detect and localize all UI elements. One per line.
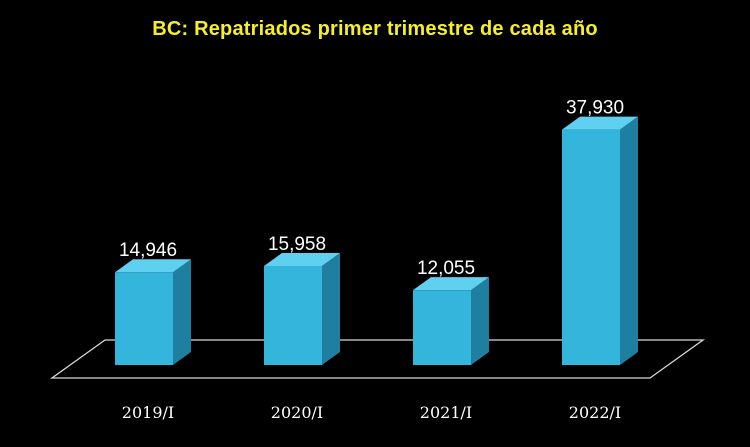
bar-2021/I: [413, 290, 471, 365]
bar-side-2021/I: [471, 277, 489, 365]
bar-2019/I: [115, 272, 173, 365]
x-tick-label-2019/I: 2019/I: [122, 403, 174, 422]
bar-top-2022/I: [562, 116, 638, 130]
bar-2022/I: [562, 129, 620, 365]
data-label-2021/I: 12,055: [417, 258, 475, 279]
bar-2020/I: [264, 265, 322, 365]
bar-top-2021/I: [413, 277, 489, 291]
data-label-2020/I: 15,958: [268, 234, 326, 255]
bar-top-2019/I: [115, 259, 191, 273]
bar-side-2022/I: [620, 116, 638, 365]
x-tick-label-2022/I: 2022/I: [569, 403, 621, 422]
chart-floor: [49, 339, 706, 379]
x-tick-label-2020/I: 2020/I: [271, 403, 323, 422]
bar-side-2020/I: [322, 252, 340, 365]
bar-side-2019/I: [173, 259, 191, 365]
chart-title: BC: Repatriados primer trimestre de cada…: [152, 18, 598, 40]
data-label-2019/I: 14,946: [119, 240, 177, 261]
bar-top-2020/I: [264, 252, 340, 266]
data-label-2022/I: 37,930: [566, 98, 624, 119]
x-tick-label-2021/I: 2021/I: [420, 403, 472, 422]
